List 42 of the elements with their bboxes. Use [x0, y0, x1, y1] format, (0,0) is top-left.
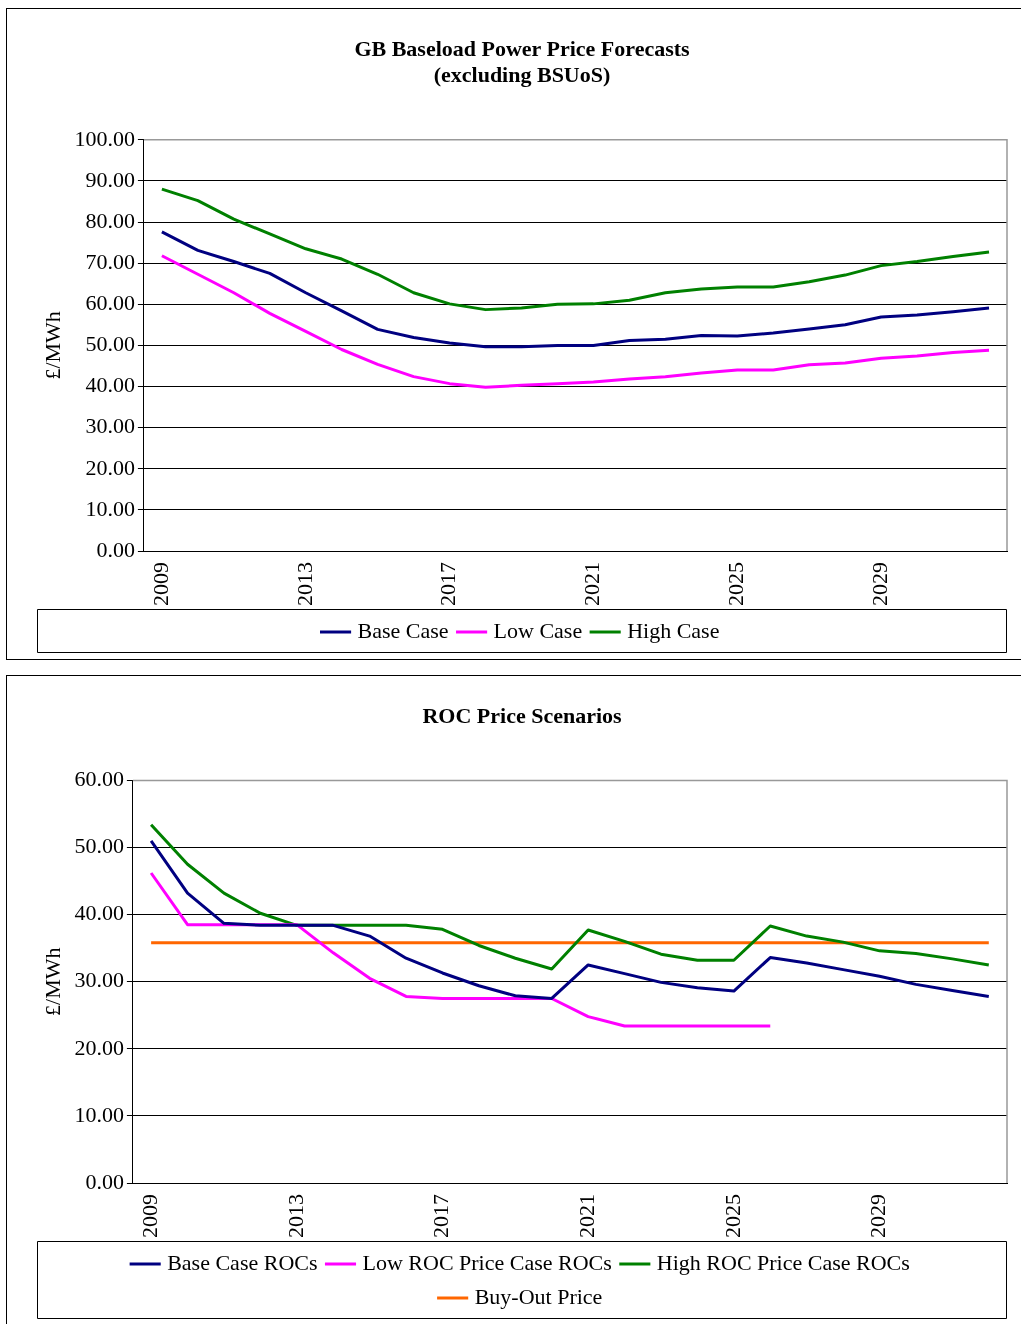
x-tick-label: 2029 [866, 562, 892, 606]
y-axis-title: £/MWh [39, 947, 65, 1016]
y-tick-label: 100.00 [74, 125, 135, 151]
chart-title: ROC Price Scenarios [422, 702, 623, 728]
y-tick-label: 50.00 [74, 833, 124, 859]
legend-label: High ROC Price Case ROCs [656, 1249, 910, 1275]
y-tick-label: 30.00 [85, 413, 135, 439]
y-tick-label: 90.00 [85, 166, 135, 192]
y-tick-label: 70.00 [85, 248, 135, 274]
y-tick-label: 0.00 [96, 536, 135, 562]
x-tick-label: 2021 [579, 562, 605, 606]
y-tick-label: 60.00 [74, 766, 124, 792]
x-tick-label: 2025 [719, 1194, 745, 1238]
y-tick-label: 40.00 [85, 372, 135, 398]
legend-label: Buy-Out Price [474, 1283, 603, 1309]
y-tick-label: 20.00 [74, 1034, 124, 1060]
y-tick-label: 20.00 [85, 454, 135, 480]
y-tick-label: 60.00 [85, 290, 135, 316]
chart-subtitle: (excluding BSUoS) [433, 62, 611, 88]
y-tick-label: 30.00 [74, 967, 124, 993]
x-tick-label: 2009 [147, 562, 173, 606]
y-tick-label: 40.00 [74, 900, 124, 926]
x-tick-label: 2021 [573, 1194, 599, 1238]
y-tick-label: 0.00 [85, 1168, 124, 1194]
x-tick-label: 2013 [291, 562, 317, 606]
x-tick-label: 2013 [282, 1194, 308, 1238]
y-tick-label: 50.00 [85, 331, 135, 357]
legend-label: Base Case ROCs [167, 1249, 318, 1275]
legend-label: Low Case [493, 617, 583, 643]
y-tick-label: 80.00 [85, 207, 135, 233]
x-tick-label: 2009 [136, 1194, 162, 1238]
y-axis-title: £/MWh [39, 311, 65, 380]
legend-label: Base Case [357, 617, 449, 643]
y-tick-label: 10.00 [74, 1101, 124, 1127]
legend-label: Low ROC Price Case ROCs [362, 1249, 612, 1275]
x-tick-label: 2025 [723, 562, 749, 606]
x-tick-label: 2017 [428, 1194, 454, 1238]
y-tick-label: 10.00 [85, 495, 135, 521]
x-tick-label: 2017 [435, 562, 461, 606]
legend-label: High Case [627, 617, 720, 643]
chart-title: GB Baseload Power Price Forecasts [354, 35, 691, 61]
x-tick-label: 2029 [865, 1194, 891, 1238]
